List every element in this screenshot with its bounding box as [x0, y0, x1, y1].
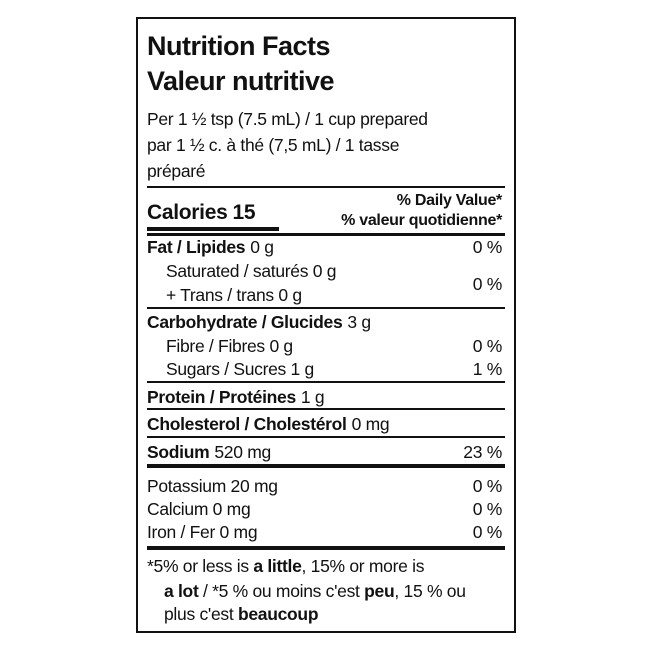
calories-bar [147, 227, 279, 231]
sodium-row: Sodium 520 mg 23 % [147, 441, 502, 463]
dv-header: % Daily Value* [147, 190, 503, 212]
calories-value: 15 [232, 201, 256, 224]
rule [147, 436, 505, 438]
amount: 520 mg [214, 442, 271, 462]
title-fr: Valeur nutritive [147, 66, 335, 96]
mineral-row: Potassium 20 mg 0 % [147, 475, 502, 497]
sat-dv-row: 0 % [147, 273, 503, 295]
nutrient: Iron / Fer 0 mg [147, 522, 258, 542]
rule [147, 546, 505, 550]
mineral-row: Iron / Fer 0 mg 0 % [147, 521, 502, 543]
footnote-line: plus c'est beaucoup [164, 603, 502, 625]
footnote-bold: beaucoup [237, 604, 319, 624]
amount: 0 mg [351, 414, 390, 434]
dv-header: % valeur quotidienne* [147, 210, 502, 232]
footnote-text: , 15 % ou [394, 581, 466, 601]
footnote-bold: a little [253, 556, 302, 576]
rule [147, 186, 505, 188]
dv: 0 % [472, 522, 503, 542]
dv: 0 % [472, 237, 503, 257]
footnote-text: plus c'est [164, 604, 234, 624]
amount: 1 g [300, 387, 325, 407]
rule [147, 408, 505, 410]
dv: 0 % [472, 476, 503, 496]
fat-row: Fat / Lipides 0 g 0 % [147, 236, 502, 258]
saturated: Saturated / saturés 0 g [166, 261, 337, 281]
footnote-line: *5% or less is a little, 15% or more is [147, 555, 502, 577]
footnote-text: , 15% or more is [301, 556, 425, 576]
amount: 3 g [347, 312, 371, 332]
nutrient: Carbohydrate / Glucides [147, 312, 343, 332]
footnote-text: *5% or less is [147, 556, 249, 576]
sugars-dv-row: 1 % [147, 358, 503, 380]
fibre-dv-row: 0 % [147, 335, 503, 357]
footnote-bold: peu [364, 581, 395, 601]
nutrient: Sugars / Sucres 1 g [166, 359, 314, 379]
amount: 0 g [250, 237, 274, 257]
footnote-text: / *5 % ou moins c'est [203, 581, 360, 601]
dv: 0 % [472, 336, 503, 356]
dv-header-fr: % valeur quotidienne* [341, 212, 502, 229]
nutrient: Cholesterol / Cholestérol [147, 414, 347, 434]
footnote-bold: a lot [164, 581, 199, 601]
cholesterol-row: Cholesterol / Cholestérol 0 mg [147, 413, 502, 435]
nutrient: Potassium 20 mg [147, 476, 278, 496]
protein-row: Protein / Protéines 1 g [147, 386, 502, 408]
dv: 1 % [472, 359, 503, 379]
dv: 0 % [472, 499, 503, 519]
mineral-row: Calcium 0 mg 0 % [147, 498, 502, 520]
serving: par 1 ½ c. à thé (7,5 mL) / 1 tasse [147, 135, 400, 155]
nutrient: Calcium 0 mg [147, 499, 251, 519]
footnote-line: a lot / *5 % ou moins c'est peu, 15 % ou [164, 580, 502, 602]
rule [147, 233, 505, 236]
rule [147, 307, 505, 309]
nutrient: Fat / Lipides [147, 237, 246, 257]
serving: Per 1 ½ tsp (7.5 mL) / 1 cup prepared [147, 109, 428, 129]
calories-label: Calories [147, 201, 228, 224]
rule [147, 464, 505, 468]
dv: 0 % [472, 274, 503, 294]
serving: préparé [147, 161, 206, 181]
nutrient: Fibre / Fibres 0 g [166, 336, 293, 356]
dv: 23 % [463, 442, 502, 462]
fibre-row: Fibre / Fibres 0 g [166, 335, 502, 357]
sugars-row: Sugars / Sucres 1 g [166, 358, 502, 380]
calories: Calories 15 [147, 200, 502, 226]
dv-header-en: % Daily Value* [396, 192, 503, 209]
trans: + Trans / trans 0 g [166, 285, 302, 305]
nutrient: Protein / Protéines [147, 387, 296, 407]
nutrient: Sodium [147, 442, 210, 462]
rule [147, 381, 505, 383]
nutrition-label: Nutrition Facts Valeur nutritive Per 1 ½… [136, 17, 516, 633]
carb-row: Carbohydrate / Glucides 3 g [147, 311, 502, 333]
title-en: Nutrition Facts [147, 31, 331, 61]
